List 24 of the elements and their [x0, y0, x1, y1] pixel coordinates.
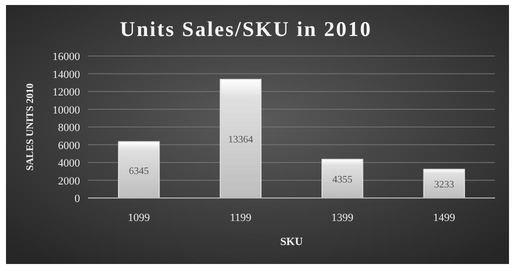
bar	[423, 168, 465, 198]
bar	[220, 78, 262, 198]
y-tick-label: 0	[74, 193, 80, 205]
y-tick-label: 16000	[52, 51, 80, 63]
bar	[322, 158, 364, 198]
x-tick-label: 1499	[433, 212, 456, 224]
x-tick-label: 1199	[230, 212, 252, 224]
chart-title: Units Sales/SKU in 2010	[120, 17, 372, 41]
x-axis-title: SKU	[280, 236, 303, 248]
y-tick-label: 4000	[58, 158, 80, 170]
x-tick-label: 1099	[128, 212, 150, 224]
y-tick-label: 2000	[58, 175, 80, 188]
y-tick-label: 10000	[52, 104, 80, 116]
x-tick-label: 1399	[331, 212, 354, 224]
y-tick-label: 6000	[58, 140, 80, 152]
data-label: 13364	[228, 134, 254, 146]
data-label: 4355	[332, 174, 352, 186]
y-tick-label: 8000	[58, 122, 80, 134]
y-axis-title: SALES UNITS 2010	[25, 83, 36, 171]
y-tick-label: 14000	[52, 68, 80, 81]
data-label: 3233	[434, 180, 454, 191]
data-label: 6345	[128, 166, 149, 177]
y-tick-label: 12000	[52, 86, 80, 98]
bar	[118, 141, 160, 198]
